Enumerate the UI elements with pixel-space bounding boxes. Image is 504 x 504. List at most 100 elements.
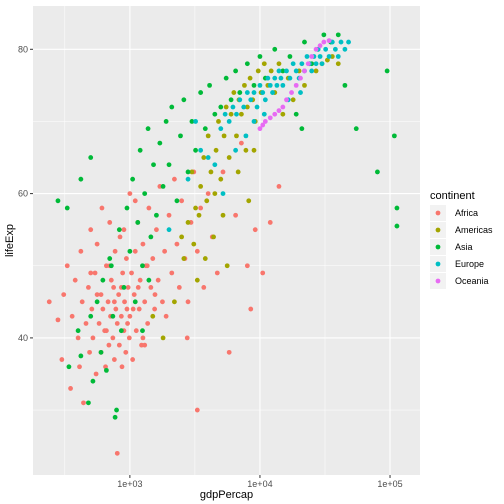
data-point bbox=[220, 169, 226, 175]
data-point bbox=[88, 270, 94, 276]
data-point bbox=[103, 263, 109, 269]
data-point bbox=[55, 198, 61, 204]
data-point bbox=[326, 54, 332, 59]
data-point bbox=[160, 299, 165, 305]
data-point bbox=[181, 97, 187, 103]
data-point bbox=[123, 256, 129, 261]
data-point bbox=[123, 349, 129, 355]
data-point bbox=[242, 82, 247, 88]
data-point bbox=[152, 292, 158, 298]
data-point bbox=[151, 162, 156, 168]
data-point bbox=[132, 198, 138, 204]
data-point bbox=[260, 122, 266, 128]
data-point bbox=[92, 270, 98, 276]
data-point bbox=[130, 306, 136, 312]
y-tick-label: 60 bbox=[18, 189, 28, 199]
data-point bbox=[146, 277, 152, 283]
data-point bbox=[137, 277, 143, 283]
data-point bbox=[127, 191, 133, 197]
data-point bbox=[319, 61, 325, 67]
data-point bbox=[214, 270, 220, 276]
data-point bbox=[313, 46, 319, 52]
data-point bbox=[132, 299, 138, 305]
data-point bbox=[89, 306, 95, 312]
data-point bbox=[231, 90, 237, 95]
data-point bbox=[116, 342, 122, 348]
data-point bbox=[243, 147, 249, 153]
data-point bbox=[46, 299, 52, 305]
data-point bbox=[228, 97, 234, 103]
data-point bbox=[142, 342, 148, 348]
data-point bbox=[150, 313, 156, 319]
data-point bbox=[124, 306, 130, 312]
data-point bbox=[332, 46, 338, 52]
data-point bbox=[93, 371, 99, 377]
data-point bbox=[155, 277, 161, 283]
data-point bbox=[223, 75, 229, 81]
data-point bbox=[160, 335, 166, 341]
data-point bbox=[114, 321, 120, 326]
data-point bbox=[238, 111, 244, 117]
data-point bbox=[169, 270, 175, 276]
data-point bbox=[207, 82, 212, 88]
data-point bbox=[335, 61, 341, 67]
data-point bbox=[223, 104, 229, 110]
data-point bbox=[140, 328, 145, 334]
data-point bbox=[342, 46, 348, 52]
data-point bbox=[391, 133, 397, 139]
data-point bbox=[98, 292, 104, 298]
data-point bbox=[111, 299, 117, 305]
data-point bbox=[276, 61, 282, 67]
data-point bbox=[194, 407, 200, 413]
data-point bbox=[234, 133, 239, 139]
data-point bbox=[244, 90, 250, 95]
data-points bbox=[46, 32, 400, 456]
legend-items: Africa Americas Asia Europe Oceania bbox=[430, 205, 493, 289]
data-point bbox=[267, 220, 273, 225]
data-point bbox=[181, 256, 187, 261]
data-point bbox=[110, 313, 116, 319]
data-point bbox=[260, 90, 266, 95]
data-point bbox=[238, 140, 244, 146]
data-point bbox=[375, 169, 380, 175]
data-point bbox=[110, 335, 116, 341]
data-point bbox=[202, 126, 208, 132]
data-point bbox=[96, 321, 102, 326]
data-point bbox=[220, 191, 226, 197]
data-point bbox=[103, 328, 109, 334]
data-point bbox=[276, 108, 282, 114]
data-point bbox=[251, 90, 257, 95]
data-point bbox=[68, 386, 73, 391]
data-point bbox=[276, 183, 282, 189]
data-point bbox=[90, 335, 96, 341]
data-point bbox=[248, 97, 254, 103]
x-tick-label: 1e+03 bbox=[117, 479, 142, 489]
legend-label: Oceania bbox=[455, 276, 489, 286]
data-point bbox=[116, 292, 122, 298]
data-point bbox=[309, 54, 315, 59]
data-point bbox=[251, 82, 257, 88]
data-point bbox=[212, 191, 218, 197]
data-point bbox=[394, 205, 400, 211]
data-point bbox=[135, 220, 141, 225]
data-point bbox=[222, 111, 228, 117]
data-point bbox=[169, 104, 175, 110]
data-point bbox=[233, 68, 239, 74]
data-point bbox=[133, 328, 139, 334]
x-axis-title: gdpPercap bbox=[200, 489, 253, 501]
data-point bbox=[148, 234, 154, 240]
data-point bbox=[174, 198, 180, 204]
legend-swatch bbox=[435, 244, 441, 250]
data-point bbox=[338, 39, 344, 45]
data-point bbox=[342, 82, 348, 88]
y-axis-ticks: 40 60 80 bbox=[18, 44, 33, 343]
data-point bbox=[280, 82, 286, 88]
data-point bbox=[184, 335, 190, 341]
data-point bbox=[299, 126, 305, 132]
data-point bbox=[185, 220, 191, 225]
data-point bbox=[324, 57, 330, 63]
data-point bbox=[88, 313, 94, 319]
y-tick-label: 80 bbox=[18, 44, 28, 54]
data-point bbox=[108, 277, 114, 283]
